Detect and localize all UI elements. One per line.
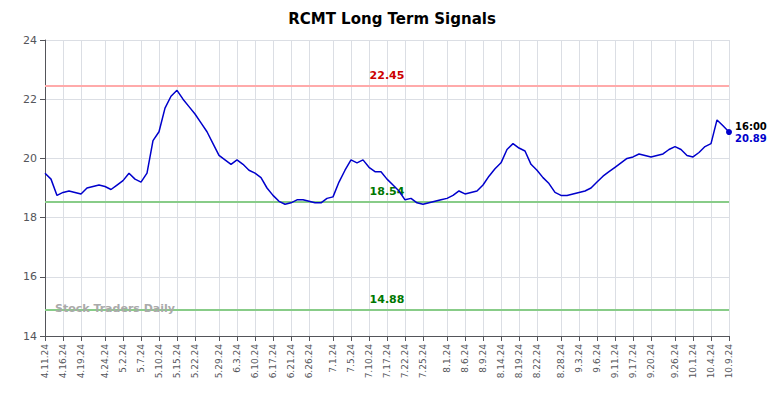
svg-text:4.11.24: 4.11.24 xyxy=(40,344,50,379)
svg-text:9.17.24: 9.17.24 xyxy=(628,344,638,379)
svg-text:8.9.24: 8.9.24 xyxy=(478,344,488,373)
svg-text:4.16.24: 4.16.24 xyxy=(58,344,68,379)
svg-text:9.11.24: 9.11.24 xyxy=(610,344,620,379)
svg-text:5.15.24: 5.15.24 xyxy=(172,344,182,379)
svg-text:8.22.24: 8.22.24 xyxy=(532,344,542,379)
svg-text:14: 14 xyxy=(23,330,37,343)
svg-text:5.7.24: 5.7.24 xyxy=(136,344,146,373)
svg-text:10.4.24: 10.4.24 xyxy=(706,344,716,379)
svg-text:14.88: 14.88 xyxy=(370,293,405,306)
svg-text:7.25.24: 7.25.24 xyxy=(418,344,428,379)
svg-text:24: 24 xyxy=(23,34,37,47)
svg-text:9.20.24: 9.20.24 xyxy=(646,344,656,379)
svg-text:16:00: 16:00 xyxy=(735,121,767,132)
svg-text:18: 18 xyxy=(23,211,37,224)
svg-text:5.2.24: 5.2.24 xyxy=(118,344,128,373)
svg-text:22.45: 22.45 xyxy=(370,69,405,82)
svg-text:9.3.24: 9.3.24 xyxy=(574,344,584,373)
svg-text:RCMT Long Term Signals: RCMT Long Term Signals xyxy=(288,10,496,28)
svg-text:8.28.24: 8.28.24 xyxy=(556,344,566,379)
svg-text:6.26.24: 6.26.24 xyxy=(304,344,314,379)
svg-text:16: 16 xyxy=(23,270,37,283)
svg-text:4.24.24: 4.24.24 xyxy=(100,344,110,379)
svg-text:5.22.24: 5.22.24 xyxy=(190,344,200,379)
svg-text:5.29.24: 5.29.24 xyxy=(214,344,224,379)
svg-text:9.6.24: 9.6.24 xyxy=(592,344,602,373)
svg-text:7.22.24: 7.22.24 xyxy=(400,344,410,379)
svg-text:9.26.24: 9.26.24 xyxy=(670,344,680,379)
svg-text:6.17.24: 6.17.24 xyxy=(268,344,278,379)
svg-text:22: 22 xyxy=(23,93,37,106)
svg-text:8.14.24: 8.14.24 xyxy=(496,344,506,379)
svg-text:6.3.24: 6.3.24 xyxy=(232,344,242,373)
svg-text:8.19.24: 8.19.24 xyxy=(514,344,524,379)
svg-text:8.1.24: 8.1.24 xyxy=(442,344,452,373)
svg-text:10.9.24: 10.9.24 xyxy=(724,344,734,379)
svg-text:7.1.24: 7.1.24 xyxy=(328,344,338,373)
svg-text:Stock Traders Daily: Stock Traders Daily xyxy=(55,302,175,315)
svg-text:5.10.24: 5.10.24 xyxy=(154,344,164,379)
svg-text:18.54: 18.54 xyxy=(369,184,405,198)
svg-text:7.17.24: 7.17.24 xyxy=(382,344,392,379)
svg-text:10.1.24: 10.1.24 xyxy=(688,344,698,379)
svg-text:6.21.24: 6.21.24 xyxy=(286,344,296,379)
svg-text:7.5.24: 7.5.24 xyxy=(346,344,356,373)
svg-text:8.6.24: 8.6.24 xyxy=(460,344,470,373)
svg-text:4.19.24: 4.19.24 xyxy=(76,344,86,379)
svg-text:20.89: 20.89 xyxy=(735,133,767,144)
svg-text:7.10.24: 7.10.24 xyxy=(364,344,374,379)
svg-text:20: 20 xyxy=(23,152,37,165)
svg-text:6.10.24: 6.10.24 xyxy=(250,344,260,379)
